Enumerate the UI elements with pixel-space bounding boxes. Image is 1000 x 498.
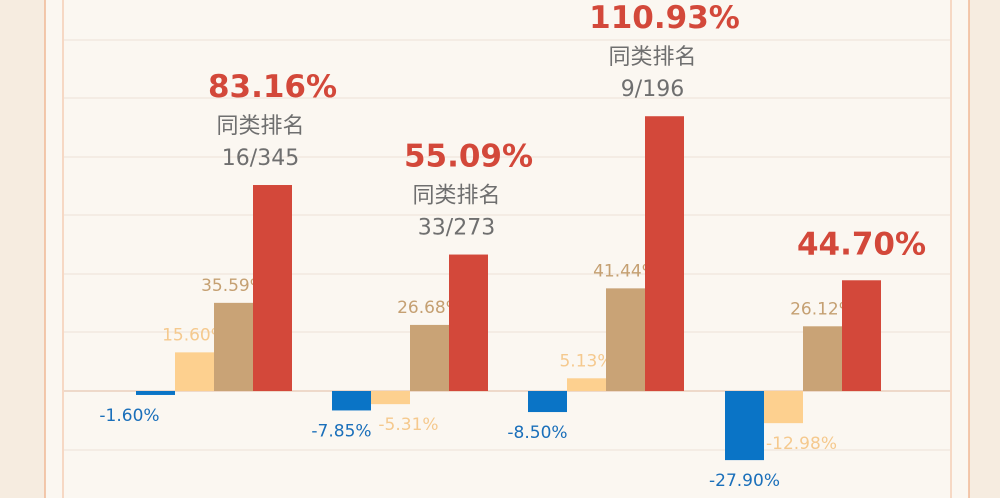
bar [410,324,449,391]
bar [214,302,253,391]
value-label: -12.98% [766,434,837,454]
bar [136,391,175,395]
value-label: -5.31% [378,415,438,435]
chart-inner-frame [62,0,952,498]
rank-caption: 同类排名 [412,184,500,209]
bar [528,391,567,413]
chart-frame [44,0,970,498]
bar [803,326,842,391]
bar [253,185,292,391]
value-label: 83.16% [208,69,337,105]
rank-value: 16/345 [222,146,299,171]
rank-caption: 同类排名 [216,114,304,139]
bar [842,280,881,391]
bar [725,391,764,461]
bar [449,254,488,391]
value-label: 26.12% [790,299,855,319]
value-label: 44.70% [797,226,926,262]
bar [175,352,214,391]
bar [606,288,645,391]
value-label: 41.44% [593,261,658,281]
value-label: 5.13% [559,351,613,371]
value-label: 55.09% [404,139,533,175]
bar [764,391,803,424]
value-label: 15.60% [162,325,227,345]
value-label: 26.68% [397,298,462,318]
value-label: 35.59% [201,276,266,296]
value-label: 110.93% [589,0,740,36]
bar [567,378,606,391]
value-label: -7.85% [311,421,371,441]
rank-caption: 同类排名 [608,45,696,70]
value-label: -8.50% [507,423,567,443]
bar [332,391,371,411]
value-label: -1.60% [99,406,159,426]
rank-value: 33/273 [418,216,495,241]
rank-value: 9/196 [621,77,684,102]
bar [371,391,410,405]
bar [645,116,684,392]
value-label: -27.90% [709,471,780,491]
